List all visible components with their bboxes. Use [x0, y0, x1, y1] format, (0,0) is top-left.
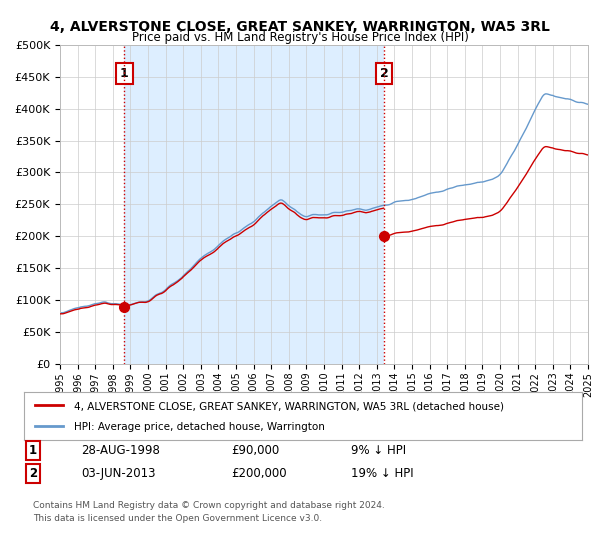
Text: 19% ↓ HPI: 19% ↓ HPI [351, 466, 413, 480]
Bar [124, 45, 384, 364]
Text: 28-AUG-1998: 28-AUG-1998 [81, 444, 160, 458]
Text: £200,000: £200,000 [231, 466, 287, 480]
Text: 1: 1 [29, 444, 37, 458]
Text: 2: 2 [29, 466, 37, 480]
Text: £90,000: £90,000 [231, 444, 279, 458]
Text: Price paid vs. HM Land Registry's House Price Index (HPI): Price paid vs. HM Land Registry's House … [131, 31, 469, 44]
Text: 03-JUN-2013: 03-JUN-2013 [81, 466, 155, 480]
Text: HPI: Average price, detached house, Warrington: HPI: Average price, detached house, Warr… [74, 422, 325, 432]
Text: 4, ALVERSTONE CLOSE, GREAT SANKEY, WARRINGTON, WA5 3RL: 4, ALVERSTONE CLOSE, GREAT SANKEY, WARRI… [50, 20, 550, 34]
Text: Contains HM Land Registry data © Crown copyright and database right 2024.
This d: Contains HM Land Registry data © Crown c… [33, 501, 385, 522]
Text: 9% ↓ HPI: 9% ↓ HPI [351, 444, 406, 458]
Text: 4, ALVERSTONE CLOSE, GREAT SANKEY, WARRINGTON, WA5 3RL (detached house): 4, ALVERSTONE CLOSE, GREAT SANKEY, WARRI… [74, 402, 504, 411]
Text: 2: 2 [380, 67, 389, 80]
Text: 1: 1 [120, 67, 129, 80]
